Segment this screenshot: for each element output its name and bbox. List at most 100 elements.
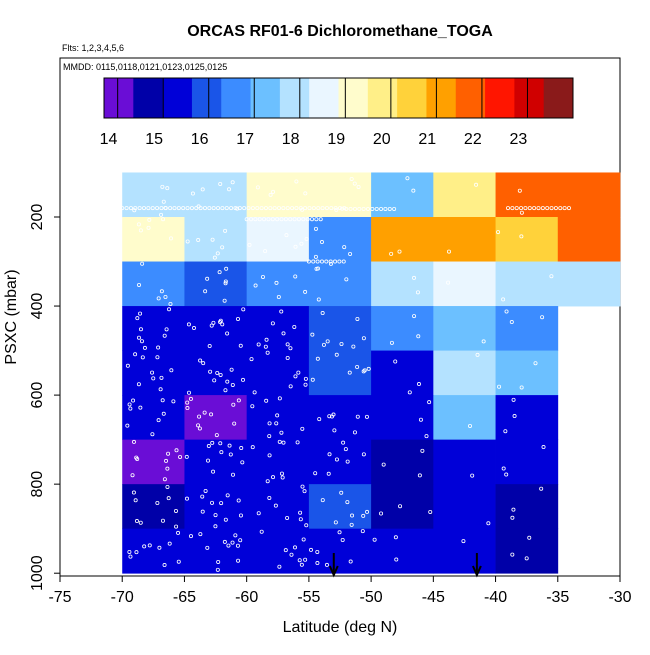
sample-point xyxy=(314,217,319,222)
sample-point xyxy=(315,561,320,566)
sample-point xyxy=(326,471,331,476)
sample-point xyxy=(210,440,215,445)
sample-point xyxy=(230,180,235,185)
colorbar-tick-label: 23 xyxy=(509,131,527,148)
sample-point xyxy=(120,206,125,211)
sample-point xyxy=(325,339,330,344)
sample-point xyxy=(213,524,218,529)
colorbar-segment xyxy=(367,78,398,118)
sample-point xyxy=(229,367,234,372)
sample-point xyxy=(196,423,201,428)
sample-point xyxy=(162,477,167,482)
sample-point xyxy=(315,266,320,271)
sample-point xyxy=(244,217,249,222)
sample-point xyxy=(328,259,333,264)
heatmap-cell xyxy=(433,528,496,574)
sample-point xyxy=(181,206,186,211)
y-tick-label: 200 xyxy=(29,204,46,231)
sample-point xyxy=(316,297,321,302)
sample-point xyxy=(233,533,238,538)
heatmap-cell xyxy=(122,484,185,530)
sample-point xyxy=(186,390,191,395)
sample-point xyxy=(163,206,168,211)
sample-point xyxy=(303,376,308,381)
sample-point xyxy=(164,458,169,463)
sample-point xyxy=(256,342,261,347)
sample-point xyxy=(300,426,305,431)
sample-point xyxy=(361,369,366,374)
heatmap-cell xyxy=(371,172,434,218)
flight-arrows xyxy=(328,553,482,578)
sample-point xyxy=(427,400,432,405)
sample-point xyxy=(207,344,212,349)
sample-point xyxy=(236,498,241,503)
sample-point xyxy=(361,336,366,341)
sample-point xyxy=(223,388,228,393)
sample-point xyxy=(218,441,223,446)
sample-point xyxy=(303,382,308,387)
sample-point xyxy=(224,266,229,271)
sample-point xyxy=(220,322,225,327)
sample-point xyxy=(184,454,189,459)
sample-point xyxy=(167,307,172,312)
heatmap-cell xyxy=(557,217,621,262)
sample-point xyxy=(212,378,217,383)
sample-point xyxy=(519,385,524,390)
sample-point xyxy=(319,259,324,264)
heatmap-cell xyxy=(246,350,310,396)
sample-point xyxy=(150,206,155,211)
sample-point xyxy=(205,276,210,281)
heatmap-cell xyxy=(246,217,310,262)
sample-point xyxy=(173,508,178,513)
sample-point xyxy=(333,206,338,211)
sample-point xyxy=(188,396,193,401)
sample-point xyxy=(475,352,480,357)
sample-point xyxy=(334,352,339,357)
sample-point xyxy=(347,370,352,375)
sample-point xyxy=(318,217,323,222)
sample-point xyxy=(203,488,208,493)
sample-point xyxy=(267,421,272,426)
sample-point xyxy=(303,206,308,211)
sample-point xyxy=(184,496,189,501)
sample-point xyxy=(285,355,290,360)
sample-point xyxy=(168,301,173,306)
heatmap-cell xyxy=(308,439,372,485)
sample-point xyxy=(271,475,276,480)
colorbar-segment xyxy=(191,78,222,118)
sample-point xyxy=(213,513,218,518)
sample-point xyxy=(315,549,320,554)
sample-point xyxy=(285,342,290,347)
sample-point xyxy=(246,206,251,211)
sample-point xyxy=(196,238,201,243)
sample-point xyxy=(558,206,563,211)
heatmap-cell xyxy=(308,528,372,574)
sample-point xyxy=(174,524,179,529)
sample-point xyxy=(134,455,139,460)
sample-point xyxy=(238,343,243,348)
sample-point xyxy=(230,382,235,387)
sample-point xyxy=(313,254,318,259)
heatmap-cell xyxy=(433,217,496,262)
sample-point xyxy=(279,430,284,435)
sample-point xyxy=(306,259,311,264)
sample-point xyxy=(411,188,416,193)
sample-point xyxy=(225,331,230,336)
sample-point xyxy=(214,433,219,438)
sample-point xyxy=(197,414,202,419)
sample-point xyxy=(281,331,286,336)
sample-point xyxy=(240,460,245,465)
sample-point xyxy=(407,390,412,395)
sample-point xyxy=(517,188,522,193)
sample-point xyxy=(289,552,294,557)
heatmap-cell xyxy=(246,439,310,485)
heatmap-cell xyxy=(308,172,372,218)
sample-point xyxy=(342,245,347,250)
heatmap-cell xyxy=(122,306,185,351)
sample-point xyxy=(164,327,169,332)
sample-point xyxy=(355,414,360,419)
colorbar-segment xyxy=(309,78,339,118)
sample-point xyxy=(218,372,223,377)
sample-point xyxy=(313,471,318,476)
sample-point xyxy=(324,259,329,264)
